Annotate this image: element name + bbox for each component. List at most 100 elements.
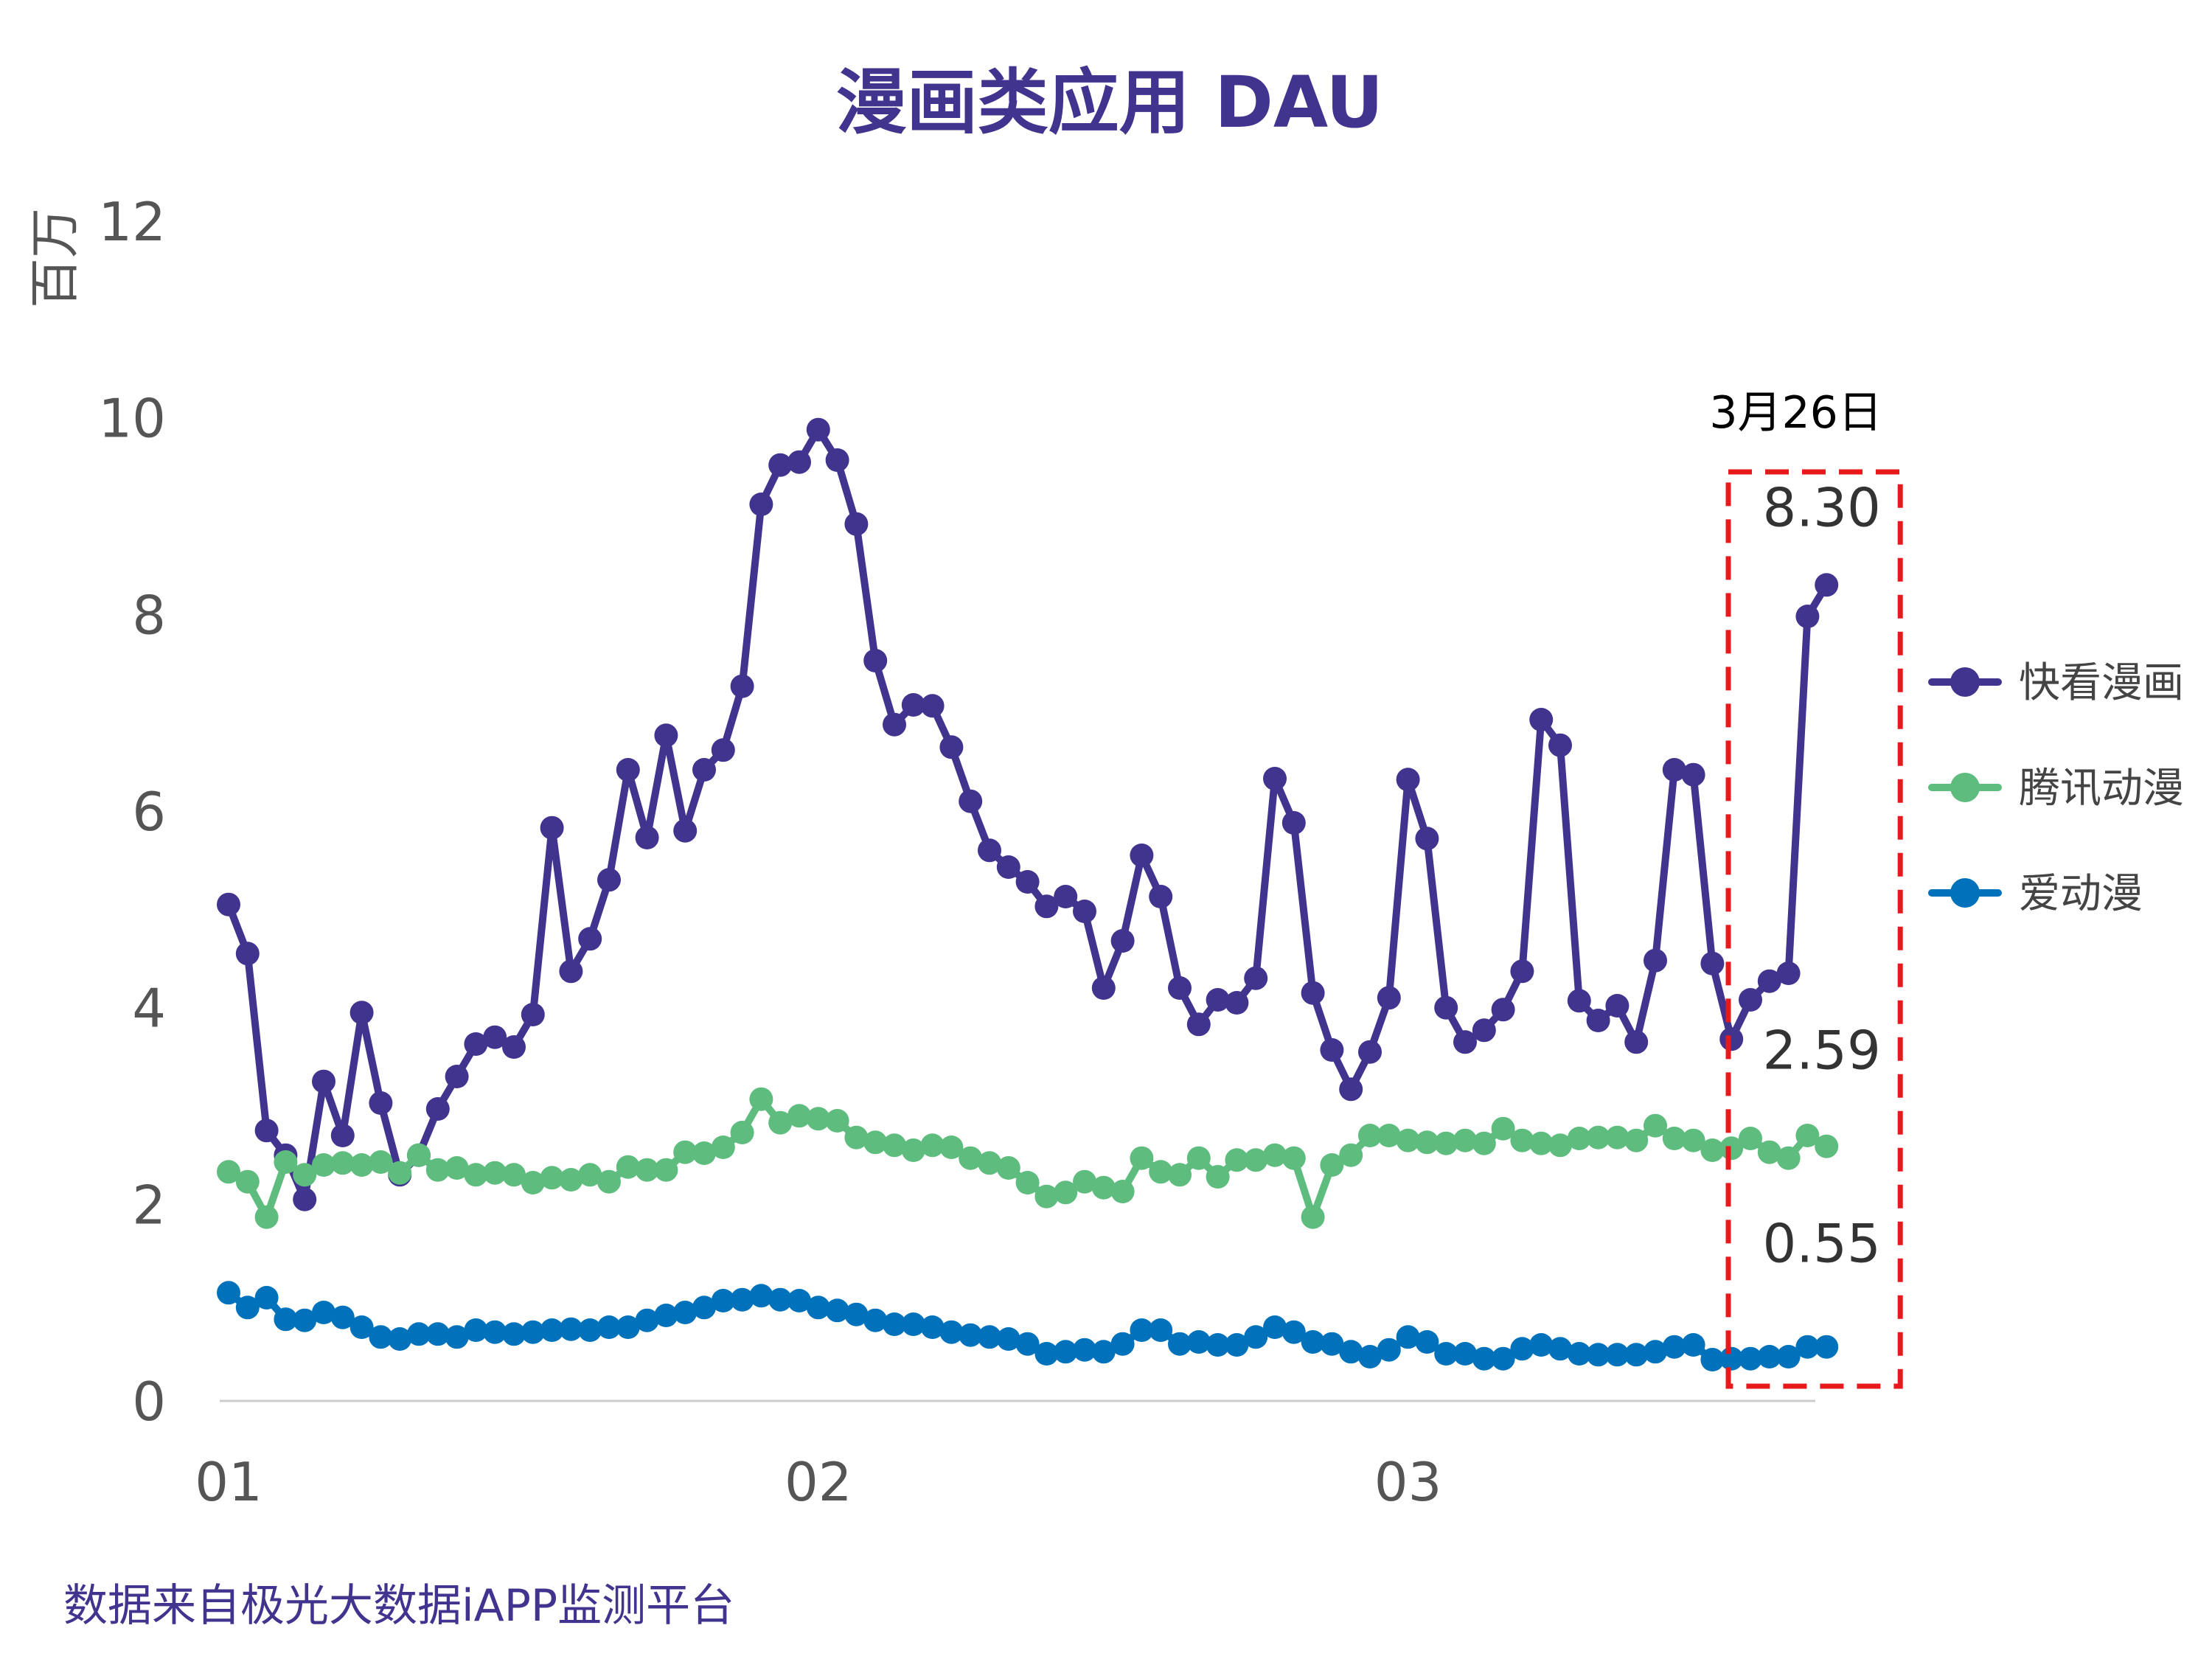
data-point [293, 1163, 317, 1187]
data-point [787, 1104, 811, 1128]
legend-label: 爱动漫 [2019, 870, 2143, 918]
data-point [1091, 976, 1116, 1000]
data-point [445, 1156, 469, 1180]
data-point [711, 1135, 735, 1159]
data-point [654, 723, 678, 748]
y-tick-label: 12 [98, 191, 166, 253]
data-point [749, 493, 773, 516]
data-point [1281, 811, 1306, 835]
data-point [1776, 1345, 1801, 1368]
data-point [369, 1150, 393, 1174]
data-point [312, 1153, 335, 1177]
y-tick-label: 2 [132, 1174, 166, 1236]
data-point [1548, 1133, 1572, 1158]
data-point [863, 1130, 888, 1155]
data-point [1795, 605, 1820, 628]
data-point [483, 1320, 507, 1344]
data-point [920, 1315, 945, 1339]
data-point [1244, 1325, 1268, 1349]
data-point [1073, 900, 1096, 923]
data-point [1719, 1027, 1744, 1051]
data-point [330, 1305, 355, 1329]
data-point [996, 1327, 1020, 1351]
data-point [425, 1158, 450, 1182]
data-point [1054, 885, 1078, 908]
data-point [654, 1304, 678, 1327]
data-point [1168, 1332, 1192, 1356]
data-point [1739, 1127, 1762, 1150]
data-point [1396, 1128, 1420, 1152]
data-point [1815, 573, 1839, 597]
data-point [1739, 1346, 1762, 1371]
data-point [1662, 1335, 1686, 1359]
data-point [293, 1187, 317, 1211]
data-point [369, 1325, 393, 1349]
y-tick-label: 8 [132, 584, 166, 646]
data-point [1605, 1125, 1630, 1150]
data-point [692, 758, 716, 782]
y-tick-label: 4 [132, 978, 166, 1040]
data-point [425, 1097, 450, 1121]
data-point [540, 1318, 564, 1342]
data-point [654, 1158, 678, 1182]
data-point [1757, 1140, 1781, 1164]
data-point [996, 855, 1020, 879]
y-axis-label: 百万 [27, 208, 85, 308]
legend-label: 快看漫画 [2019, 659, 2184, 707]
data-point [1453, 1128, 1477, 1152]
highlight-annotation: 3月26日 8.30 2.59 0.55 [1709, 387, 1903, 1389]
data-point [1700, 1138, 1725, 1162]
data-point [235, 942, 260, 966]
data-point [445, 1325, 469, 1349]
series-line [225, 425, 1831, 1203]
data-point [1015, 1171, 1040, 1194]
data-point [1567, 1342, 1591, 1366]
data-point [939, 1135, 964, 1159]
data-point [1034, 894, 1059, 919]
data-point [673, 818, 698, 843]
data-point [502, 1163, 526, 1187]
data-point [673, 1140, 698, 1164]
data-point [407, 1143, 431, 1167]
data-point [1510, 959, 1534, 984]
data-point [692, 1141, 716, 1165]
data-point [1358, 1345, 1382, 1368]
data-point [825, 448, 849, 472]
data-point [1510, 1337, 1534, 1361]
data-point [1529, 1131, 1554, 1155]
data-point [711, 1289, 735, 1312]
data-point [349, 1153, 374, 1177]
data-point [1168, 976, 1192, 1000]
data-point [939, 1320, 964, 1344]
data-point [901, 1312, 925, 1336]
data-point [1548, 733, 1572, 757]
data-point [1130, 1146, 1154, 1170]
legend-label: 腾讯动漫 [2019, 765, 2184, 813]
data-point [1263, 1143, 1287, 1167]
data-point [1358, 1124, 1382, 1147]
legend-swatch-marker [1950, 878, 1980, 908]
highlight-date-label: 3月26日 [1709, 387, 1882, 439]
data-point [1339, 1143, 1363, 1167]
data-point [959, 789, 983, 813]
data-point [978, 1151, 1001, 1175]
series-line [225, 1095, 1831, 1221]
data-point [1776, 961, 1801, 985]
data-point [1529, 1333, 1554, 1357]
data-point [1776, 1146, 1801, 1170]
data-point [844, 1125, 869, 1150]
data-point [1244, 1148, 1268, 1172]
data-point [369, 1091, 393, 1115]
data-point [1719, 1346, 1744, 1371]
highlight-value-kuaikan: 8.30 [1762, 476, 1880, 538]
data-point [1301, 981, 1325, 1005]
data-point [883, 1133, 906, 1158]
data-point [1225, 1333, 1249, 1357]
data-point [1586, 1125, 1610, 1150]
data-point [806, 417, 830, 442]
data-point [1244, 966, 1268, 990]
data-point [1510, 1128, 1534, 1152]
data-point [635, 1158, 659, 1182]
data-point [1681, 1128, 1705, 1152]
